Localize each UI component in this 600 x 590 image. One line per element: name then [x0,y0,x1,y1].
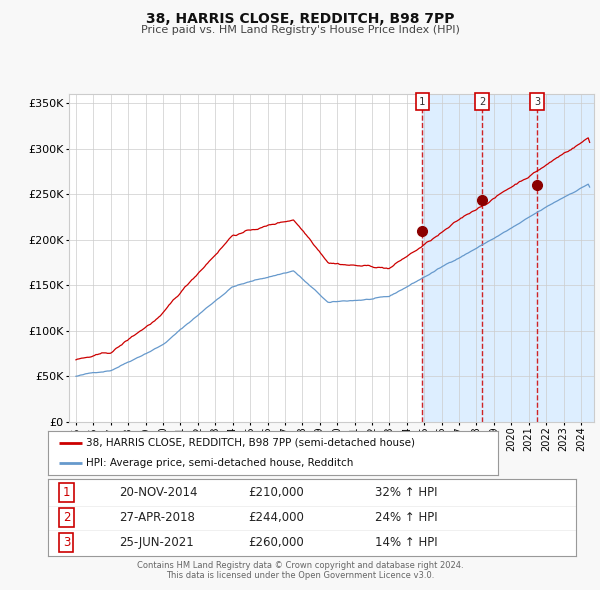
Bar [422,94,600,422]
Text: Contains HM Land Registry data © Crown copyright and database right 2024.: Contains HM Land Registry data © Crown c… [137,560,463,569]
Text: 32% ↑ HPI: 32% ↑ HPI [376,486,438,499]
Text: 14% ↑ HPI: 14% ↑ HPI [376,536,438,549]
Text: 38, HARRIS CLOSE, REDDITCH, B98 7PP (semi-detached house): 38, HARRIS CLOSE, REDDITCH, B98 7PP (sem… [86,438,415,448]
Text: 25-JUN-2021: 25-JUN-2021 [119,536,194,549]
Text: 3: 3 [63,536,70,549]
Text: 38, HARRIS CLOSE, REDDITCH, B98 7PP: 38, HARRIS CLOSE, REDDITCH, B98 7PP [146,12,454,26]
Text: 2: 2 [63,511,70,524]
Text: 3: 3 [534,97,540,107]
Text: 27-APR-2018: 27-APR-2018 [119,511,195,524]
Text: HPI: Average price, semi-detached house, Redditch: HPI: Average price, semi-detached house,… [86,458,353,468]
Text: £244,000: £244,000 [248,511,305,524]
Text: 1: 1 [419,97,425,107]
Text: £260,000: £260,000 [248,536,304,549]
Text: This data is licensed under the Open Government Licence v3.0.: This data is licensed under the Open Gov… [166,571,434,579]
Text: £210,000: £210,000 [248,486,304,499]
Text: 24% ↑ HPI: 24% ↑ HPI [376,511,438,524]
Text: 1: 1 [63,486,70,499]
Text: 20-NOV-2014: 20-NOV-2014 [119,486,198,499]
Text: Price paid vs. HM Land Registry's House Price Index (HPI): Price paid vs. HM Land Registry's House … [140,25,460,35]
Text: 2: 2 [479,97,485,107]
